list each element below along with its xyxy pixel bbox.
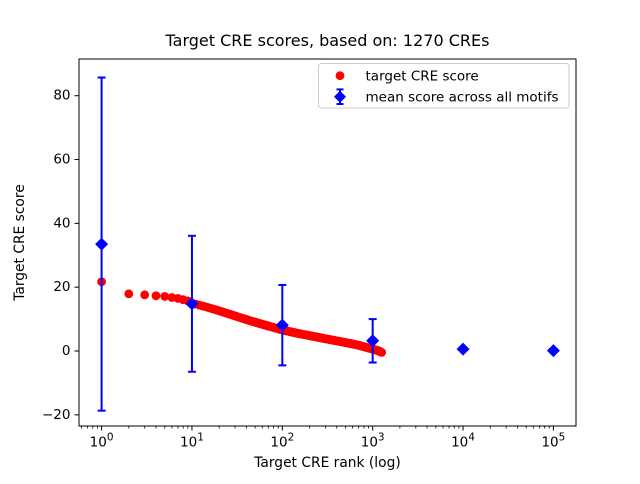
y-axis-tick-labels: −20 0 20 40 60 80 [42,88,71,423]
svg-text:80: 80 [53,88,70,104]
x-axis-minor-ticks [81,426,550,429]
mean-score-series [95,76,560,412]
legend-item-mean-score: mean score across all motifs [334,88,559,106]
legend-frame [318,63,570,109]
svg-text:20: 20 [53,279,70,295]
svg-text:102: 102 [270,432,294,451]
legend-item-target-score: target CRE score [335,69,479,85]
legend: target CRE score mean score across all m… [318,63,570,109]
plot-area [78,58,577,427]
x-axis-major-ticks [101,426,554,431]
y-axis-ticks [74,95,79,416]
x-axis-tick-labels: 100 101 102 103 104 105 [90,432,566,451]
target-score-series [97,277,387,357]
svg-text:40: 40 [53,215,70,231]
svg-text:105: 105 [541,432,565,451]
blue-diamond-errorbar-icon [334,88,346,105]
svg-text:100: 100 [90,432,114,451]
legend-label-target-score: target CRE score [366,69,479,85]
svg-text:104: 104 [451,432,475,451]
svg-text:0: 0 [62,343,71,359]
svg-text:103: 103 [361,432,385,451]
x-axis-label: Target CRE rank (log) [253,455,400,471]
y-axis-label: Target CRE score [12,184,28,301]
svg-text:−20: −20 [42,407,71,423]
svg-text:101: 101 [180,432,204,451]
red-dot-icon [335,71,345,81]
svg-text:60: 60 [53,152,70,168]
legend-label-mean-score: mean score across all motifs [366,90,559,106]
chart-title: Target CRE scores, based on: 1270 CREs [165,31,490,50]
